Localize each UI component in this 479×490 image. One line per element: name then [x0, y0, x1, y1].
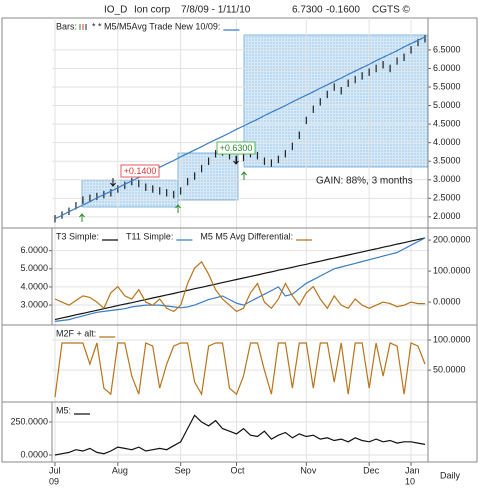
y-tick-label: 4.5000 [433, 118, 461, 128]
date-range: 7/8/09 - 1/11/10 [181, 5, 251, 16]
annotation-box [216, 141, 256, 155]
legend-label: T3 Simple: [56, 231, 99, 241]
y-tick-label: 6.0000 [433, 63, 461, 73]
legend-label: * * M5/M5Avg Trade New 10/09: [92, 21, 220, 31]
y-tick-label: 5.5000 [433, 81, 461, 91]
series-line [54, 237, 426, 321]
y2-tick-label: 100.0000 [433, 265, 471, 275]
x-tick-label: Jan [405, 465, 420, 475]
trade-zones [81, 34, 429, 208]
price-change: -0.1600 [326, 5, 360, 16]
year-label: 10 [405, 476, 415, 486]
series-line [54, 237, 426, 322]
y-tick-label: 6.5000 [433, 44, 461, 54]
y-tick-label: 3.0000 [433, 174, 461, 184]
annotation: +0.1400 [124, 166, 157, 176]
series-line [54, 36, 426, 220]
year-label: 09 [49, 476, 59, 486]
y-tick-label: 2.0000 [433, 211, 461, 221]
y-tick-label: 250.0000 [10, 416, 48, 426]
x-tick-label: Dec [363, 465, 380, 475]
y-tick-label: 3.5000 [433, 156, 461, 166]
trade-zone [81, 179, 179, 208]
annotations: +0.1400 +0.6300 GAIN: 88%, 3 months [79, 141, 413, 222]
buy-arrow [241, 171, 247, 180]
y-tick-label: 4.0000 [20, 281, 48, 291]
period-label: Daily [440, 470, 461, 480]
y-tick-label: 5.0000 [20, 263, 48, 273]
x-tick-label: Nov [300, 465, 317, 475]
series-line [54, 414, 426, 456]
legend-label: M5 M5 Avg Differential: [200, 231, 293, 241]
series-line [54, 260, 425, 313]
y2-tick-label: 0.0000 [433, 296, 461, 306]
source: CGTS © [372, 5, 411, 16]
y-tick-label: 6.0000 [20, 245, 48, 255]
plot-area: Jul Aug Sep Oct Nov Dec Jan 09 10 Daily 2.0000 2.50… [2, 18, 477, 486]
series-line [54, 342, 426, 398]
y2-tick-label: 200.0000 [433, 234, 471, 244]
x-tick-label: Aug [112, 465, 128, 475]
legend-label: M5: [56, 405, 71, 415]
y-tick-label: 50.0000 [433, 364, 466, 374]
buy-arrow [175, 204, 181, 213]
symbol: IO_D [104, 5, 127, 16]
legend-label: M2F + alt: [56, 328, 96, 338]
y-tick-label: 3.0000 [20, 299, 48, 309]
frame [1, 17, 478, 463]
y-tick-label: 5.0000 [433, 100, 461, 110]
last-price: 6.7300 [292, 5, 323, 16]
legend-label: T11 Simple: [126, 231, 173, 241]
trade-zone [243, 34, 429, 168]
annotation-box [120, 164, 160, 178]
annotation: GAIN: 88%, 3 months [316, 176, 413, 187]
y-tick-label: 2.5000 [433, 193, 461, 203]
y-tick-label: 0.0000 [20, 449, 48, 459]
sell-arrow [110, 178, 116, 187]
sell-arrow [233, 156, 239, 165]
x-tick-label: Sep [175, 465, 191, 475]
y-tick-label: 100.0000 [433, 334, 471, 344]
buy-arrow [79, 213, 85, 222]
company-name: Ion corp [134, 5, 171, 16]
x-tick-label: Oct [231, 465, 246, 475]
y-tick-label: 4.0000 [433, 137, 461, 147]
legend-label: Bars: [56, 21, 77, 31]
annotation: +0.6300 [220, 143, 253, 153]
x-tick-label: Jul [49, 465, 61, 475]
